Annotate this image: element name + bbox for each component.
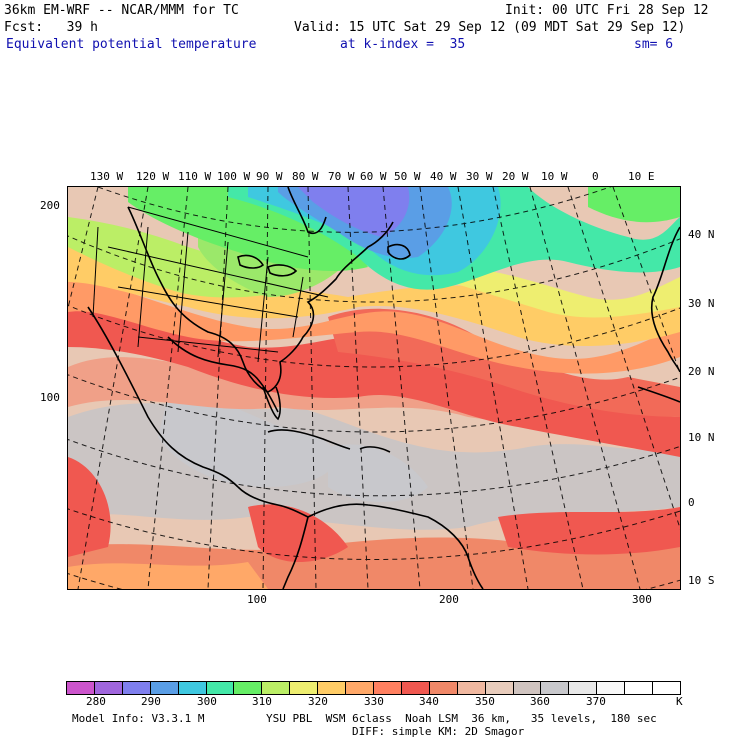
smoothing: sm= 6	[634, 37, 674, 52]
colorbar-swatch	[625, 682, 654, 694]
grid-y-label: 100	[40, 391, 60, 404]
field-name: Equivalent potential temperature	[6, 37, 257, 52]
colorbar-tick: 350	[475, 695, 495, 708]
colorbar-swatch	[541, 682, 570, 694]
colorbar-swatch	[318, 682, 347, 694]
colorbar-unit: K	[676, 695, 683, 708]
colorbar-tick: 320	[308, 695, 328, 708]
physics-info: YSU PBL WSM 6class Noah LSM 36 km, 35 le…	[266, 712, 657, 725]
colorbar-tick: 340	[419, 695, 439, 708]
colorbar-swatch	[457, 682, 486, 694]
colorbar-swatch	[485, 682, 514, 694]
colorbar-swatch	[67, 682, 95, 694]
colorbar-tick: 330	[364, 695, 384, 708]
colorbar-swatch	[290, 682, 319, 694]
diffusion-info: DIFF: simple KM: 2D Smagor	[352, 725, 525, 738]
lon-label: 130 W	[90, 170, 124, 183]
colorbar-swatch	[150, 682, 179, 694]
colorbar-swatch	[373, 682, 402, 694]
lon-label: 80 W	[292, 170, 319, 183]
level-index: at k-index = 35	[340, 37, 466, 52]
lat-label: 30 N	[688, 297, 715, 310]
lat-label: 10 N	[688, 431, 715, 444]
colorbar-tick: 300	[197, 695, 217, 708]
lon-label: 10 E	[628, 170, 655, 183]
colorbar-swatch	[401, 682, 430, 694]
colorbar-swatch	[513, 682, 542, 694]
grid-x-label: 300	[632, 593, 652, 606]
colorbar-swatch	[234, 682, 263, 694]
colorbar-tick: 290	[141, 695, 161, 708]
theta-e-field	[68, 187, 680, 589]
colorbar-swatch	[94, 682, 123, 694]
colorbar-tick: 310	[252, 695, 272, 708]
lon-label: 0	[592, 170, 599, 183]
lat-label: 20 N	[688, 365, 715, 378]
lat-label: 40 N	[688, 228, 715, 241]
lon-label: 110 W	[178, 170, 212, 183]
colorbar-swatch	[597, 682, 626, 694]
lon-label: 70 W	[328, 170, 355, 183]
colorbar-swatch	[429, 682, 458, 694]
grid-y-label: 200	[40, 199, 60, 212]
grid-x-label: 100	[247, 593, 267, 606]
colorbar-swatch	[262, 682, 291, 694]
colorbar	[66, 681, 681, 695]
colorbar-tick: 370	[586, 695, 606, 708]
lon-label: 30 W	[466, 170, 493, 183]
init-time: Init: 00 UTC Fri 28 Sep 12	[505, 3, 709, 18]
lat-label: 0	[688, 496, 695, 509]
lon-label: 40 W	[430, 170, 457, 183]
colorbar-swatch	[206, 682, 235, 694]
lon-label: 90 W	[256, 170, 283, 183]
map-panel	[67, 186, 681, 590]
colorbar-swatch	[346, 682, 374, 694]
lon-label: 50 W	[394, 170, 421, 183]
lon-label: 10 W	[541, 170, 568, 183]
model-info: Model Info: V3.3.1 M	[72, 712, 205, 725]
lon-label: 20 W	[502, 170, 529, 183]
model-title: 36km EM-WRF -- NCAR/MMM for TC	[4, 3, 239, 18]
forecast-hour: Fcst: 39 h	[4, 20, 98, 35]
colorbar-swatch	[653, 682, 680, 694]
valid-time: Valid: 15 UTC Sat 29 Sep 12 (09 MDT Sat …	[294, 20, 686, 35]
lon-label: 100 W	[217, 170, 251, 183]
lat-label: 10 S	[688, 574, 715, 587]
colorbar-tick: 360	[530, 695, 550, 708]
colorbar-swatch	[122, 682, 151, 694]
colorbar-swatch	[178, 682, 207, 694]
grid-x-label: 200	[439, 593, 459, 606]
lon-label: 120 W	[136, 170, 170, 183]
lon-label: 60 W	[360, 170, 387, 183]
colorbar-swatch	[569, 682, 598, 694]
colorbar-tick: 280	[86, 695, 106, 708]
